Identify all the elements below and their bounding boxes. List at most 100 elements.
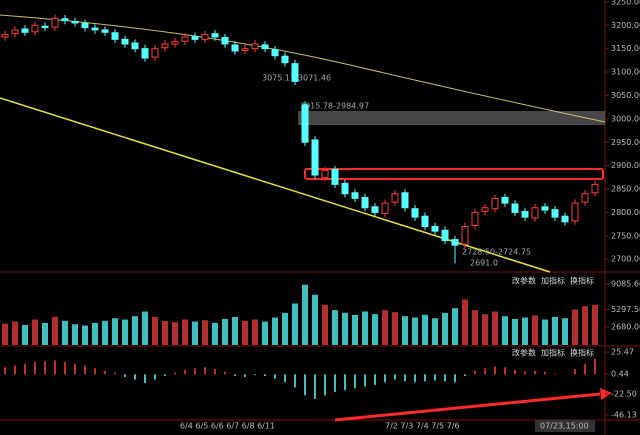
toolbar: 改参数 加指标 换指标 改参数 加指标 换指标 [512,276,594,358]
volume-bar [452,308,458,345]
button[interactable]: 换指标 [570,348,594,358]
candle-body [321,169,329,178]
date-box [535,420,595,432]
volume-bar [562,318,568,345]
candle-body [251,43,259,50]
volume-bar [352,314,358,345]
candle-body [301,104,309,143]
candle-body [571,202,579,222]
candle-body [111,32,119,40]
volume-bar [412,317,418,345]
volume-bar [462,299,468,345]
y-tick-label: 2800.00 [611,208,640,217]
y-tick-label: 3100.00 [611,68,640,77]
volume-bar [112,318,118,345]
volume-bar [292,303,298,345]
candle-body [551,209,559,218]
volume-bar [82,325,88,345]
candle-body [161,43,169,49]
volume-bar [372,314,378,345]
candle-body [521,211,529,218]
y-tick-label: 3200.00 [611,21,640,30]
candle-body [81,22,89,29]
candle-body [351,192,359,199]
annotation: 2691.0 [470,259,498,268]
candle-body [381,202,389,214]
candle-body [61,18,69,22]
candle-body [561,215,569,223]
volume-bar [72,324,78,345]
volume-bar [362,311,368,345]
volume-bar [12,321,18,345]
volume-bar [142,311,148,345]
volume-bar [522,317,528,345]
candle-body [261,44,269,50]
volume-bar [442,312,448,345]
volume-bar [582,306,588,345]
volume-bar [312,294,318,345]
volume-bar [502,316,508,345]
volume-bar [242,320,248,345]
candle-body [541,206,549,211]
volume-bar [302,284,308,345]
y-tick-label: 3000.00 [611,114,640,123]
candle-body [101,29,109,33]
volume-bar [332,310,338,345]
candle-body [481,207,489,213]
volume-bar [592,304,598,345]
volume-bar [192,321,198,345]
volume-bar [92,322,98,345]
candle-body [211,33,219,38]
price-box [304,168,604,180]
date-label: 7/2 7/3 7/4 7/5 7/6 [385,422,460,431]
candle-body [401,192,409,209]
candle-body [141,48,149,59]
volume-bar [492,311,498,345]
button[interactable]: 改参数 [512,348,536,358]
button[interactable]: 改参数 [512,276,536,286]
candle-body [71,21,79,24]
volume-bar [512,318,518,345]
button[interactable]: 加指标 [541,276,565,286]
candle-body [151,48,159,58]
volume-bar [382,310,388,345]
y-tick-label: 3250.00 [611,0,640,6]
volume-bar [262,321,268,345]
volume-bar [202,320,208,345]
candle-body [341,182,349,195]
candle-body [361,196,369,209]
volume-bar [132,316,138,345]
volume-bar [102,320,108,345]
candle-body [271,49,279,57]
y-tick-label: 2700.00 [611,255,640,264]
volume-bar [472,310,478,345]
y-tick-label: 3150.00 [611,44,640,53]
candle-body [51,17,59,28]
candle-body [421,215,429,227]
button[interactable]: 换指标 [570,276,594,286]
candle-body [441,229,449,242]
candle-body [11,29,19,35]
button[interactable]: 加指标 [541,348,565,358]
volume-bar [152,316,158,345]
candle-body [21,28,29,33]
candle-body [451,239,459,246]
volume-bar [532,315,538,345]
candle-body [371,206,379,213]
volume-bar [342,312,348,345]
volume-bar [222,318,228,345]
y-tick-label: 2900.00 [611,161,640,170]
candle-body [581,193,589,203]
y-tick-label: -22.50 [611,390,637,399]
candle-body [461,225,469,245]
candle-body [431,225,439,232]
price-band [298,111,605,125]
candle-body [591,183,599,194]
candle-body [121,38,129,45]
volume-bar [482,314,488,345]
volume-bar [552,316,558,345]
candle-body [281,55,289,64]
y-tick-label: -46.13 [611,410,637,419]
volume-bar [432,318,438,345]
